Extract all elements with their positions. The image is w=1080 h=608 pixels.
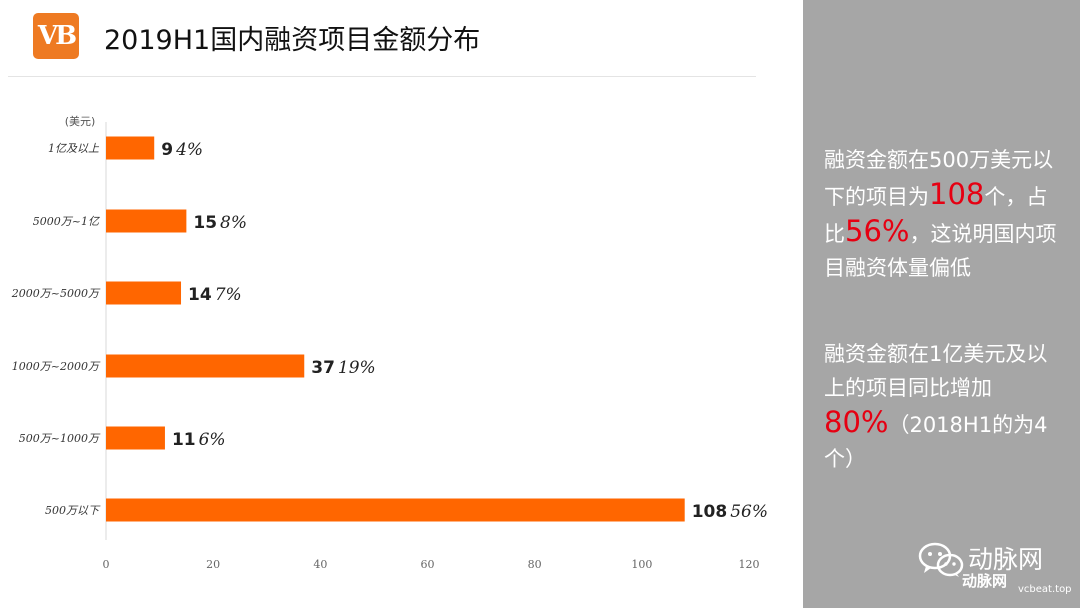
note1-percent-highlight: 56%: [845, 214, 910, 248]
value-label: 11: [172, 430, 196, 450]
x-tick-label: 80: [528, 558, 542, 571]
x-tick-label: 20: [206, 558, 220, 571]
percent-label: 6%: [199, 430, 226, 450]
watermark-name: 动脉网: [968, 545, 1044, 574]
percent-label: 56%: [730, 502, 768, 522]
x-tick-label: 40: [313, 558, 327, 571]
watermark-mark: 动脉网: [962, 572, 1008, 590]
note-large-financing: 融资金额在1亿美元及以上的项目同比增加 80%（2018H1的为4个）: [824, 337, 1060, 476]
value-label: 37: [311, 358, 335, 378]
bar: [106, 354, 305, 378]
x-tick-label: 120: [739, 558, 760, 571]
brand-logo: VB: [33, 13, 79, 59]
x-tick-label: 0: [103, 558, 110, 571]
percent-label: 19%: [338, 358, 376, 378]
note1-text-3: ，这说明国内项目融资体量偏低: [824, 222, 1057, 280]
bar: [106, 281, 182, 305]
notes-panel: [803, 0, 1080, 608]
x-tick-label: 100: [631, 558, 652, 571]
watermark: 动脉网 动脉网 vcbeat.top: [918, 540, 1072, 600]
value-label: 14: [188, 285, 212, 305]
bar-chart: (美元) 1亿及以上 9 4% 5000万~1亿 15 8% 2000万~5000万 14 7% 1…: [11, 115, 768, 571]
chart-panel: VB 2019H1国内融资项目金额分布 (美元) 1亿及以上 9 4% 5000万~1亿…: [8, 13, 768, 571]
bar: [106, 209, 187, 233]
note-small-financing: 融资金额在500万美元以下的项目为108个，占比56%，这说明国内项目融资体量偏…: [824, 143, 1060, 285]
title-divider: [8, 76, 756, 77]
unit-label: (美元): [65, 115, 96, 128]
category-label: 1000万~2000万: [12, 360, 101, 373]
note1-count-highlight: 108: [929, 177, 985, 211]
x-tick-label: 60: [421, 558, 435, 571]
category-label: 2000万~5000万: [11, 287, 101, 300]
category-label: 5000万~1亿: [33, 215, 101, 228]
bar: [106, 426, 165, 450]
note2-text-2: （2018H1的为4个）: [824, 413, 1048, 471]
page-title: 2019H1国内融资项目金额分布: [104, 25, 481, 56]
note1-text-2: 个，占比: [824, 185, 1048, 246]
bar: [106, 498, 685, 522]
value-label: 15: [193, 213, 217, 233]
note2-text-1: 融资金额在1亿美元及以上的项目同比增加: [824, 342, 1048, 400]
value-label: 108: [692, 502, 728, 522]
category-label: 500万~1000万: [19, 432, 101, 445]
wechat-icon: [918, 542, 964, 577]
category-label: 1亿及以上: [48, 142, 100, 155]
percent-label: 8%: [220, 213, 247, 233]
watermark-url: vcbeat.top: [1018, 584, 1072, 595]
bar: [106, 136, 155, 160]
note2-percent-highlight: 80%: [824, 405, 889, 439]
percent-label: 4%: [175, 140, 203, 160]
note1-text-1: 融资金额在500万美元以下的项目为: [824, 148, 1054, 209]
value-label: 9: [161, 140, 173, 160]
category-label: 500万以下: [45, 504, 101, 517]
percent-label: 7%: [215, 285, 242, 305]
